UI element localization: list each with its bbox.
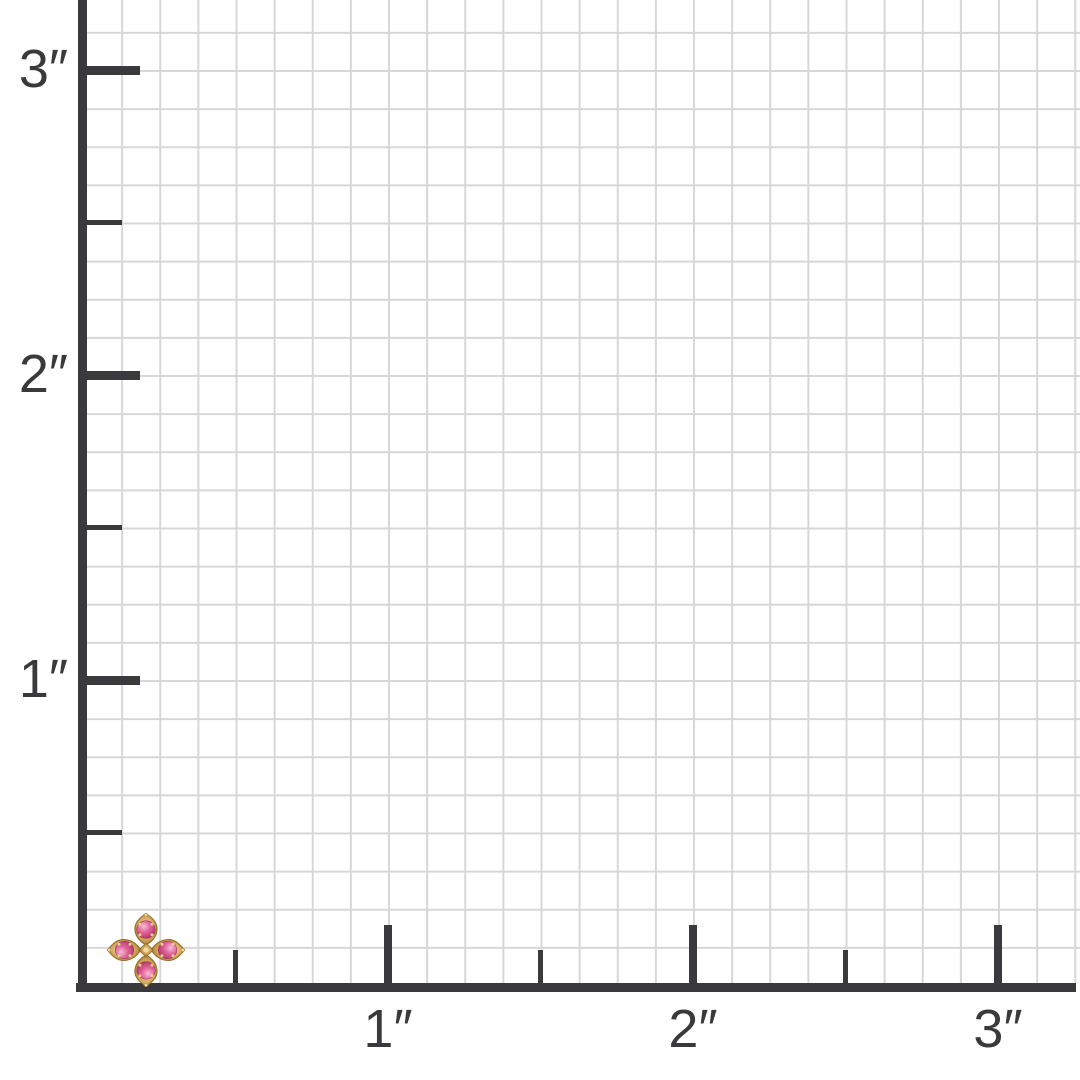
y-axis-label: 2″	[18, 343, 68, 404]
pink-gem	[158, 940, 177, 960]
graph-paper-grid	[83, 0, 1080, 985]
pink-gem	[115, 940, 134, 960]
flower-center-dot	[143, 947, 149, 953]
y-axis-label: 1″	[18, 648, 68, 709]
y-axis-line	[78, 0, 87, 992]
pink-gem	[136, 961, 156, 980]
product-flower-stud	[106, 912, 186, 988]
x-axis-label: 3″	[973, 999, 1023, 1059]
pink-gem	[136, 920, 156, 939]
x-axis-label: 2″	[668, 999, 718, 1059]
x-axis-line	[76, 983, 1076, 992]
y-axis-label: 3″	[18, 38, 68, 99]
petal-left	[106, 938, 142, 962]
petal-right	[150, 938, 186, 962]
petal-bottom	[134, 954, 158, 988]
x-axis-label: 1″	[363, 999, 413, 1059]
petal-top	[134, 912, 158, 946]
